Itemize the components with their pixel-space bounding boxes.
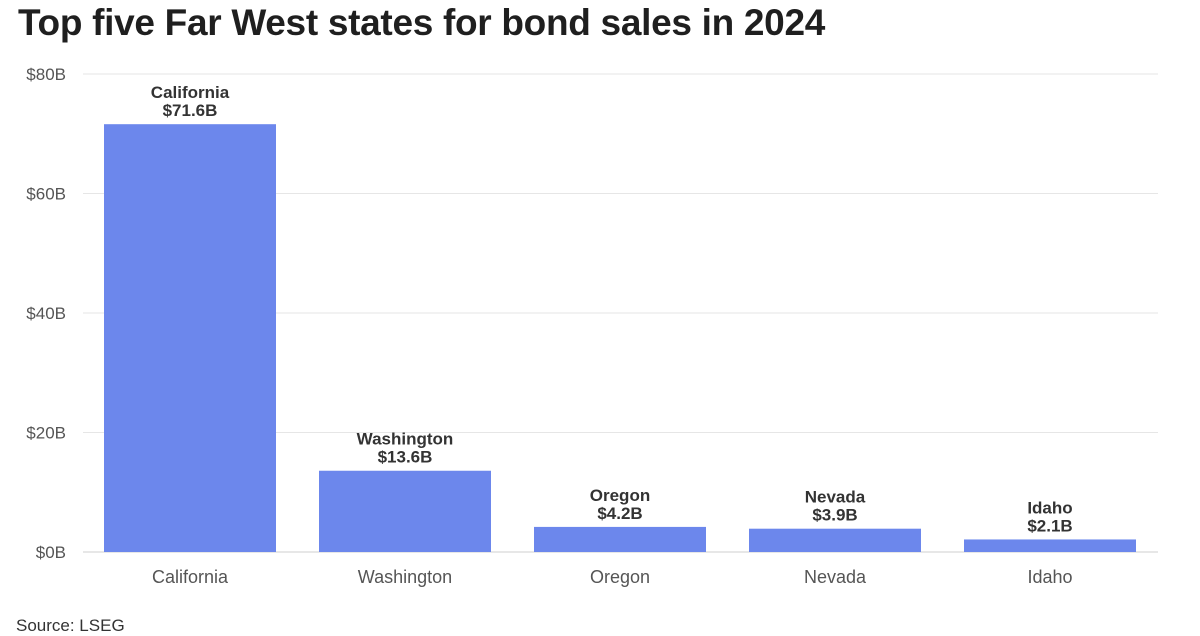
data-label-name: Oregon — [590, 486, 650, 505]
y-tick-label: $0B — [36, 543, 66, 562]
data-label-value: $71.6B — [163, 101, 218, 120]
y-tick-label: $20B — [26, 424, 66, 443]
x-tick-label: Idaho — [1027, 567, 1072, 587]
y-tick-label: $60B — [26, 185, 66, 204]
y-tick-label: $80B — [26, 65, 66, 84]
bar-oregon — [534, 526, 706, 552]
data-label-name: Idaho — [1027, 498, 1072, 517]
x-tick-label: Nevada — [804, 567, 867, 587]
x-tick-label: California — [152, 567, 229, 587]
bar-washington — [319, 470, 491, 552]
source-note: Source: LSEG — [16, 616, 125, 635]
data-label-name: Nevada — [805, 488, 866, 507]
x-tick-label: Oregon — [590, 567, 650, 587]
x-tick-label: Washington — [358, 567, 452, 587]
chart-title: Top five Far West states for bond sales … — [18, 2, 826, 43]
data-label-value: $2.1B — [1027, 516, 1072, 535]
data-label-value: $4.2B — [597, 504, 642, 523]
data-label-value: $13.6B — [378, 448, 433, 467]
data-label-name: California — [151, 83, 230, 102]
y-tick-label: $40B — [26, 304, 66, 323]
data-label-name: Washington — [357, 430, 454, 449]
bar-california — [104, 124, 276, 552]
data-label-value: $3.9B — [812, 506, 857, 525]
bar-idaho — [964, 539, 1136, 552]
bar-nevada — [749, 528, 921, 552]
